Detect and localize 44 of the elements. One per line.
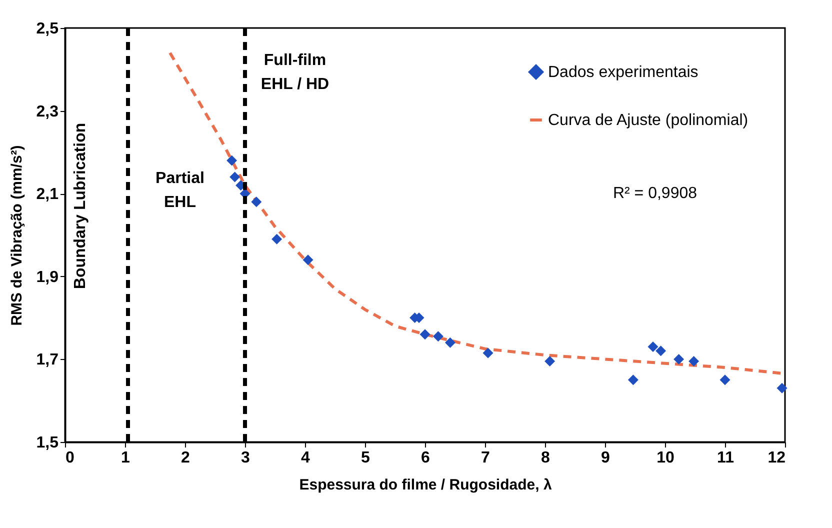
x-tick-label: 5 <box>361 450 370 466</box>
x-tick-label: 8 <box>541 450 550 466</box>
x-tick-label: 4 <box>301 450 310 466</box>
point <box>226 155 238 166</box>
point <box>720 374 730 386</box>
x-tick-label: 7 <box>481 450 490 466</box>
x-tick-label: 11 <box>717 450 734 466</box>
point <box>688 356 700 367</box>
point <box>444 337 456 348</box>
point <box>544 356 556 367</box>
point <box>420 329 430 340</box>
point <box>776 382 788 394</box>
y-tick-label: 2,5 <box>36 20 59 38</box>
annotation: Partial EHL <box>156 170 204 211</box>
point <box>230 172 240 182</box>
y-axis-title: RMS de Vibração (mm/s²) <box>8 145 26 326</box>
annotation: Full-film EHL / HD <box>260 52 330 93</box>
x-tick-label: 9 <box>601 450 610 466</box>
x-tick-label: 0 <box>66 450 74 466</box>
annotation: Boundary Lubrication <box>72 122 89 290</box>
point <box>432 331 444 342</box>
legend-label: Curva de Ajuste (polinomial) <box>548 112 748 129</box>
y-tick-label: 1,7 <box>36 352 59 369</box>
x-axis-title: Espessura do filme / Rugosidade, λ <box>299 476 552 494</box>
point <box>251 196 262 208</box>
legend-label: Dados experimentais <box>548 64 698 81</box>
point <box>482 348 494 358</box>
point <box>648 342 658 352</box>
point <box>628 374 638 386</box>
x-tick-label: 10 <box>656 450 674 466</box>
x-tick-label: 6 <box>421 450 430 466</box>
point <box>656 346 666 356</box>
point <box>272 234 282 244</box>
y-tick-label: 1,9 <box>36 268 59 286</box>
x-tick-label: 12 <box>768 450 786 466</box>
y-tick-label: 1,5 <box>36 434 59 452</box>
x-tick-label: 1 <box>121 450 130 466</box>
x-tick-label: 2 <box>181 450 190 466</box>
x-tick-label: 3 <box>241 450 250 466</box>
point <box>674 354 684 364</box>
point <box>302 254 314 266</box>
y-tick-label: 2,3 <box>36 103 59 120</box>
y-tick-label: 2,1 <box>36 186 59 204</box>
annotation: R² = 0,9908 <box>612 185 698 202</box>
